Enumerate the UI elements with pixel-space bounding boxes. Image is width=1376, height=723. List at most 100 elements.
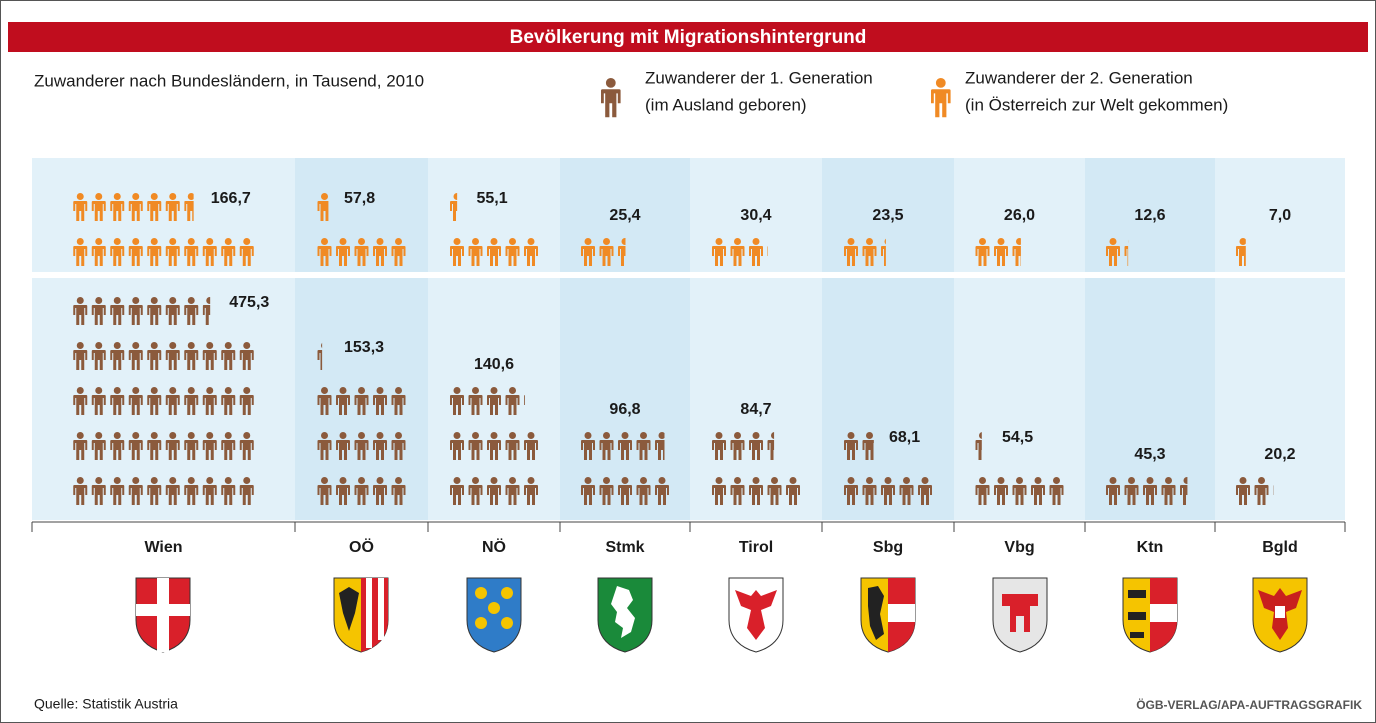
icon-head: [1016, 238, 1021, 245]
coats-of-arms: [135, 577, 1308, 653]
icon-body: [712, 485, 726, 505]
icon-body: [184, 201, 194, 221]
icon-head: [376, 238, 384, 245]
person-icon: [239, 477, 254, 505]
person-icon: [468, 477, 483, 505]
icon-body: [73, 201, 88, 221]
source: Quelle: Statistik Austria: [34, 696, 178, 712]
person-icon: [487, 477, 501, 505]
icon-head: [472, 477, 479, 484]
person-icon: [1049, 477, 1064, 505]
icon-head: [224, 238, 232, 245]
person-icon: [601, 78, 621, 118]
legend-label: Zuwanderer der 2. Generation: [965, 68, 1193, 87]
icon-body: [1180, 485, 1188, 505]
icon-head: [150, 193, 158, 200]
icon-body: [450, 440, 464, 460]
person-icon: [221, 432, 236, 460]
icon-head: [187, 342, 195, 349]
person-icon: [468, 387, 483, 415]
icon-head: [1239, 477, 1247, 484]
person-icon: [655, 477, 669, 505]
icon-head: [866, 432, 873, 439]
coat-of-arms: [333, 577, 389, 653]
person-icon: [336, 432, 350, 460]
icon-body: [373, 395, 387, 415]
icon-body: [468, 395, 483, 415]
icon-head: [603, 432, 610, 439]
icon-head: [734, 432, 741, 439]
person-icon: [128, 297, 143, 325]
person-icon: [524, 432, 538, 460]
icon-head: [715, 432, 723, 439]
icon-head: [243, 477, 251, 484]
icon-body: [391, 395, 406, 415]
icon-body: [202, 485, 217, 505]
icon-body: [636, 485, 651, 505]
icon-body: [450, 485, 464, 505]
icon-head: [1053, 477, 1060, 484]
person-icon: [599, 238, 614, 266]
person-icon: [730, 432, 745, 460]
icon-head: [113, 387, 121, 394]
value-label: 166,7: [211, 190, 251, 207]
icon-head: [752, 432, 760, 439]
person-icon: [1012, 238, 1021, 266]
icon-stack: [712, 238, 769, 266]
icon-body: [1031, 485, 1045, 505]
icon-body: [1106, 246, 1120, 266]
icon-head: [76, 238, 84, 245]
person-icon: [91, 477, 106, 505]
icon-head: [1016, 477, 1023, 484]
icon-stack: [844, 432, 932, 505]
icon-body: [184, 440, 199, 460]
icon-body: [73, 305, 88, 325]
icon-head: [509, 477, 516, 484]
icon-head: [847, 477, 855, 484]
icon-body: [1273, 485, 1274, 495]
icon-head: [187, 193, 194, 200]
icon-head: [243, 387, 251, 394]
person-icon: [147, 297, 162, 325]
icon-body: [487, 440, 501, 460]
icon-body: [487, 485, 501, 505]
icon-body: [505, 440, 520, 460]
icon-body: [91, 485, 106, 505]
person-icon: [524, 395, 525, 405]
person-icon: [918, 477, 932, 505]
icon-body: [767, 440, 775, 460]
icon-body: [110, 485, 125, 505]
icon-head: [752, 477, 760, 484]
icon-body: [110, 246, 125, 266]
icon-head: [224, 387, 232, 394]
person-icon: [165, 477, 180, 505]
person-icon: [373, 238, 387, 266]
icon-body: [468, 246, 483, 266]
icon-body: [91, 246, 106, 266]
icon-head: [150, 297, 158, 304]
icon-stack: [975, 238, 1021, 266]
legend-label: Zuwanderer der 1. Generation: [645, 68, 873, 87]
icon-body: [147, 395, 162, 415]
person-icon: [505, 238, 520, 266]
person-icon: [975, 432, 982, 460]
icon-head: [979, 238, 986, 245]
person-icon: [110, 432, 125, 460]
icon-body: [91, 350, 106, 370]
icon-head: [771, 477, 778, 484]
person-icon: [618, 477, 632, 505]
icon-head: [395, 477, 402, 484]
icon-body: [221, 246, 236, 266]
icon-body: [581, 246, 595, 266]
icon-body: [147, 246, 162, 266]
icon-head: [884, 238, 886, 245]
icon-body: [165, 485, 180, 505]
icon-head: [150, 342, 158, 349]
icon-body: [147, 305, 162, 325]
icon-head: [132, 387, 140, 394]
icon-body: [391, 440, 406, 460]
icon-body: [165, 440, 180, 460]
person-icon: [636, 432, 651, 460]
icon-head: [76, 387, 84, 394]
